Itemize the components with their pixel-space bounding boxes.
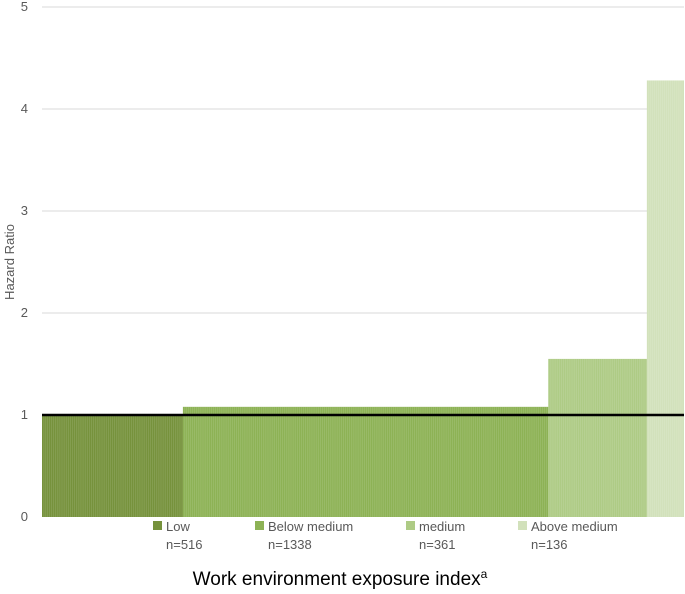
x-axis-title-superscript: a [481, 567, 488, 581]
legend-label: Above medium [531, 519, 618, 534]
y-tick-label: 4 [21, 101, 28, 116]
y-tick-label: 5 [21, 0, 28, 14]
legend-swatch [406, 521, 415, 530]
legend-swatch [518, 521, 527, 530]
legend-n-label: n=1338 [268, 537, 312, 552]
x-axis-title-text: Work environment exposure index [193, 569, 481, 590]
y-axis-title: Hazard Ratio [2, 224, 17, 300]
legend-label: Low [166, 519, 190, 534]
y-tick-labels: 0 1 2 3 4 5 [21, 0, 28, 524]
legend-n-label: n=516 [166, 537, 203, 552]
bar [42, 415, 183, 517]
y-tick-label: 3 [21, 203, 28, 218]
bars [42, 80, 684, 517]
legend-n-label: n=136 [531, 537, 568, 552]
y-tick-label: 1 [21, 407, 28, 422]
legend: Low n=516 Below medium n=1338 medium n=361 Abo… [153, 519, 618, 552]
bar [548, 358, 647, 517]
bar [646, 80, 684, 517]
legend-label: Below medium [268, 519, 353, 534]
y-tick-label: 0 [21, 509, 28, 524]
x-axis-title: Work environment exposure indexa [193, 567, 488, 590]
gridlines [42, 6, 684, 416]
y-tick-label: 2 [21, 305, 28, 320]
legend-swatch [153, 521, 162, 530]
legend-label: medium [419, 519, 465, 534]
bar [182, 406, 549, 517]
legend-n-label: n=361 [419, 537, 456, 552]
legend-swatch [255, 521, 264, 530]
